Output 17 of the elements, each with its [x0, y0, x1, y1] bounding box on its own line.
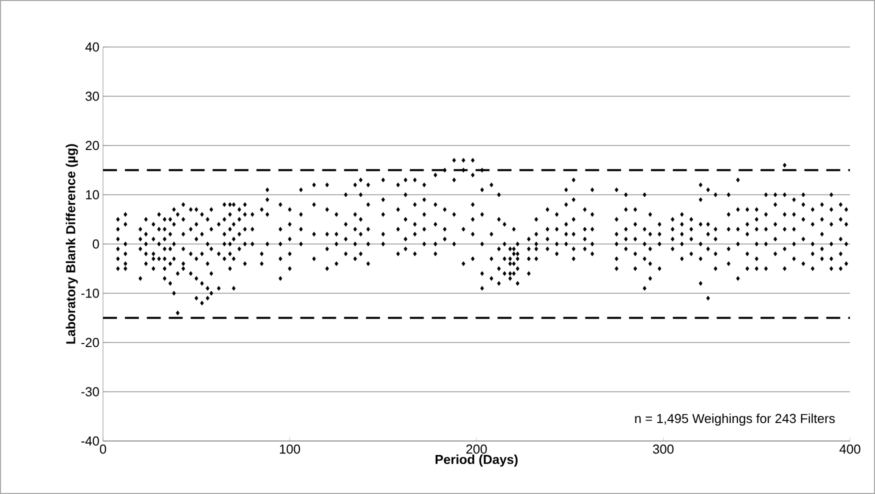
- y-tick-label: 40: [85, 42, 99, 52]
- y-tick-label: 10: [86, 190, 99, 200]
- y-axis-title: Laboratory Blank Difference (µg): [66, 144, 78, 344]
- x-axis-title: Period (Days): [436, 454, 518, 467]
- y-tick-label: 20: [86, 140, 99, 150]
- x-tick-label: 300: [652, 444, 674, 454]
- y-tick-label: -10: [81, 288, 99, 298]
- y-tick-label: -30: [81, 387, 99, 396]
- y-tick-label: 30: [86, 92, 99, 101]
- x-tick-label: 200: [466, 444, 487, 454]
- annotation: n = 1,495 Weighings for 243 Filters: [635, 414, 835, 426]
- y-tick-label: 0: [92, 239, 99, 249]
- x-tick-label: 400: [840, 444, 860, 454]
- y-tick-label: -40: [81, 436, 99, 446]
- x-tick-label: 100: [280, 444, 300, 454]
- y-tick-label: -20: [81, 338, 99, 348]
- x-tick-label: 0: [100, 444, 106, 454]
